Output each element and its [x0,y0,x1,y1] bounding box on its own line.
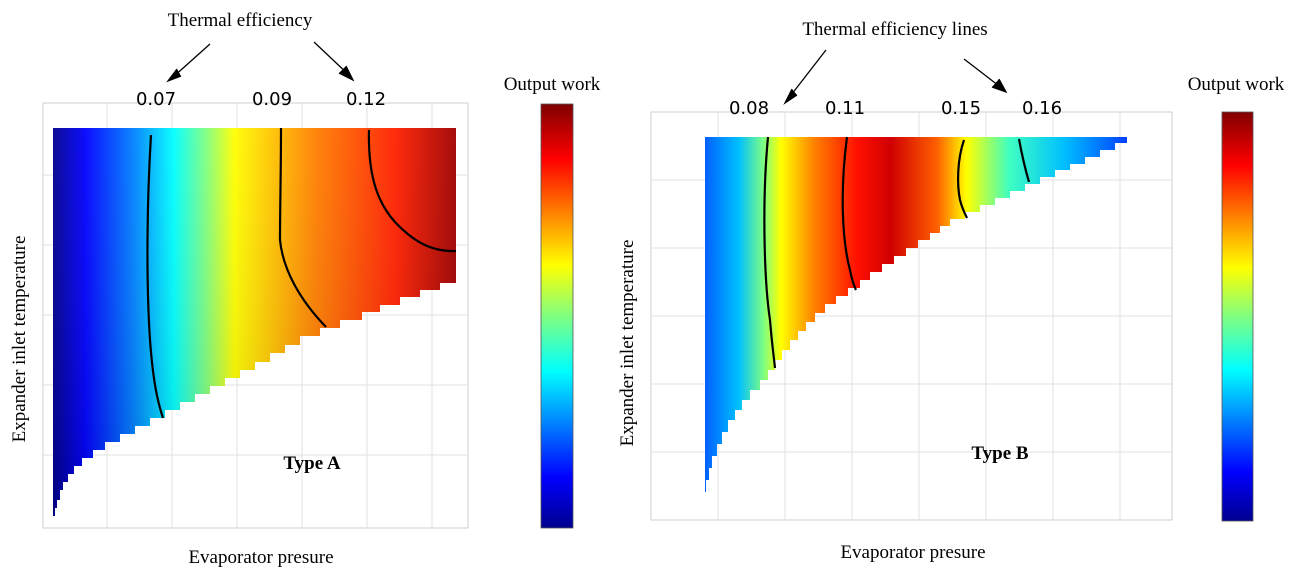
annotation-arrows-a [166,41,355,83]
efficiency-line-0-09 [278,127,327,328]
colorbar-b [1221,111,1254,522]
colorbar-a [540,103,574,529]
efficiency-line-0-16 [1017,138,1031,183]
y-axis-label-b: Expander inlet temperature [617,240,638,447]
efficiency-lines-a [146,127,457,419]
annotation-a: Thermal efficiency [168,10,313,31]
panel-b: Thermal efficiency lines 0.08 0.11 0.15 … [617,19,1285,563]
colorbar-label-b: Output work [1188,74,1285,95]
annotation-arrows-b [783,49,1008,105]
panel-title-b: Type B [971,443,1029,464]
efficiency-label-a-2: 0.12 [346,89,386,110]
colorbar-label-a: Output work [504,74,601,95]
efficiency-label-b-1: 0.11 [825,98,865,119]
efficiency-line-0-08 [763,136,777,369]
heatmap-region-b [705,137,1127,492]
efficiency-line-0-07 [146,134,165,419]
efficiency-label-a-1: 0.09 [252,89,292,110]
efficiency-line-0-12 [367,129,457,253]
efficiency-lines-b [763,136,1031,369]
efficiency-label-b-0: 0.08 [729,98,769,119]
efficiency-label-a-0: 0.07 [136,89,176,110]
annotation-b: Thermal efficiency lines [802,19,987,40]
heatmap-shade-a [53,128,456,516]
x-axis-label-a: Evaporator presure [188,547,333,568]
x-axis-label-b: Evaporator presure [840,542,985,563]
efficiency-line-0-11 [841,136,857,291]
panel-a: Thermal efficiency 0.07 0.09 0.12 Type A… [9,10,601,568]
efficiency-label-b-3: 0.16 [1022,98,1062,119]
efficiency-label-b-2: 0.15 [941,98,981,119]
y-axis-label-a: Expander inlet temperature [9,236,30,443]
panel-title-a: Type A [283,453,340,474]
efficiency-line-0-15 [957,139,968,219]
